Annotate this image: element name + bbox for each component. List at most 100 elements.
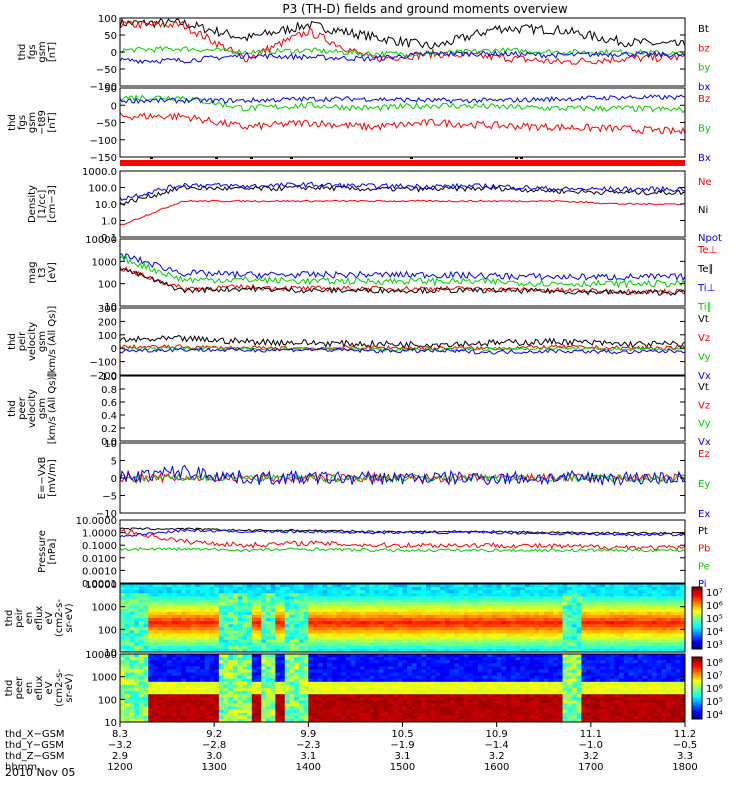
heatmap-cell (223, 621, 229, 625)
heatmap-cell (553, 712, 559, 717)
heatmap-cell (407, 633, 413, 637)
heatmap-cell (181, 593, 187, 597)
heatmap-cell (214, 684, 220, 689)
heatmap-cell (275, 663, 281, 667)
heatmap-cell (515, 688, 521, 692)
heatmap-cell (200, 599, 206, 603)
heatmap-cell (435, 608, 441, 613)
heatmap-cell (440, 630, 446, 634)
heatmap-cell (148, 718, 154, 723)
heatmap-cell (181, 691, 187, 695)
heatmap-cell (185, 700, 192, 704)
heatmap-cell (152, 599, 159, 603)
heatmap-cell (529, 605, 535, 610)
heatmap-cell (157, 624, 163, 628)
heatmap-cell (369, 706, 375, 711)
heatmap-cell (129, 678, 135, 683)
heatmap-cell (265, 660, 272, 664)
heatmap-cell (374, 587, 380, 591)
heatmap-cell (289, 648, 295, 653)
heatmap-cell (435, 584, 441, 588)
y-tick-label: 0.0001 (82, 579, 117, 590)
heatmap-cell (247, 642, 253, 647)
heatmap-cell (600, 624, 606, 628)
heatmap-cell (496, 608, 502, 613)
heatmap-cell (185, 694, 192, 698)
heatmap-cell (388, 648, 394, 653)
heatmap-cell (303, 681, 309, 686)
heatmap-cell (162, 618, 168, 622)
heatmap-cell (388, 697, 394, 701)
series-line-velocity-green (119, 345, 686, 352)
heatmap-cell (411, 718, 418, 723)
heatmap-cell (628, 645, 634, 650)
heatmap-cell (270, 627, 276, 631)
heatmap-cell (218, 678, 224, 683)
heatmap-cell (214, 678, 220, 683)
heatmap-cell (364, 681, 370, 686)
heatmap-cell (162, 700, 168, 704)
y-tick-label: 0.0100 (82, 554, 117, 565)
heatmap-cell (506, 590, 512, 594)
colorbar-segment (692, 587, 702, 590)
heatmap-cell (134, 688, 140, 692)
heatmap-cell (167, 630, 173, 634)
heatmap-cell (647, 618, 653, 622)
heatmap-cell (393, 584, 399, 588)
heatmap-cell (477, 590, 483, 594)
heatmap-cell (548, 694, 554, 698)
heatmap-cell (327, 691, 333, 695)
heatmap-cell (463, 688, 469, 692)
heatmap-cell (534, 666, 540, 670)
heatmap-cell (463, 624, 469, 628)
heatmap-cell (218, 639, 224, 644)
heatmap-cell (496, 627, 502, 631)
heatmap-cell (294, 596, 300, 600)
heatmap-cell (440, 642, 446, 647)
heatmap-cell (218, 614, 224, 619)
heatmap-cell (294, 614, 300, 619)
heatmap-cell (162, 630, 168, 634)
heatmap-cell (421, 681, 427, 686)
heatmap-cell (204, 590, 210, 594)
heatmap-cell (520, 608, 526, 613)
heatmap-cell (176, 697, 182, 701)
heatmap-cell (473, 706, 479, 711)
heatmap-cell (364, 654, 370, 658)
heatmap-cell (421, 642, 427, 647)
heatmap-cell (218, 657, 224, 661)
heatmap-cell (331, 633, 337, 637)
heatmap-cell (200, 675, 206, 680)
heatmap-cell (562, 602, 568, 607)
heatmap-cell (185, 621, 192, 625)
heatmap-cell (124, 636, 130, 641)
heatmap-cell (378, 709, 385, 714)
heatmap-cell (120, 608, 126, 613)
heatmap-cell (185, 611, 192, 616)
heatmap-cell (491, 715, 498, 720)
heatmap-cell (633, 599, 639, 603)
heatmap-cell (374, 599, 380, 603)
heatmap-cell (374, 700, 380, 704)
heatmap-cell (152, 636, 159, 641)
heatmap-cell (162, 715, 168, 720)
heatmap-cell (200, 654, 206, 658)
heatmap-cell (374, 666, 380, 670)
heatmap-cell (590, 602, 596, 607)
heatmap-cell (572, 596, 578, 600)
heatmap-cell (251, 633, 257, 637)
heatmap-cell (520, 645, 526, 650)
heatmap-cell (247, 712, 253, 717)
heatmap-cell (534, 614, 540, 619)
heatmap-cell (680, 642, 686, 647)
heatmap-cell (185, 624, 192, 628)
heatmap-cell (449, 590, 455, 594)
heatmap-cell (435, 621, 441, 625)
heatmap-cell (171, 660, 177, 664)
heatmap-cell (152, 633, 159, 637)
heatmap-cell (138, 618, 144, 622)
heatmap-cell (506, 715, 512, 720)
heatmap-cell (393, 681, 399, 686)
heatmap-cell (440, 633, 446, 637)
heatmap-cell (421, 697, 427, 701)
